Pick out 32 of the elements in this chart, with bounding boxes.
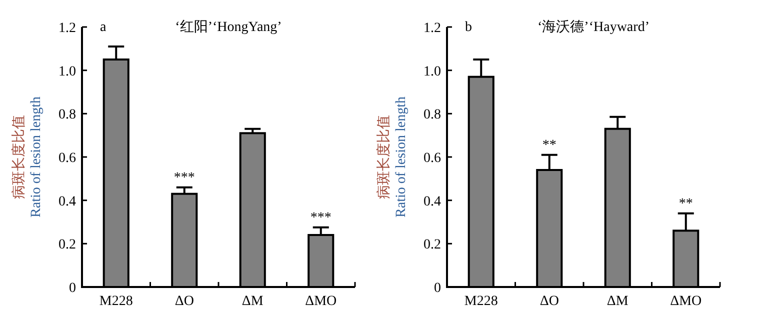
chart-title: ‘海沃德’‘Hayward’ xyxy=(538,19,650,35)
x-tick-label: ΔMO xyxy=(305,294,337,309)
annotation: ** xyxy=(542,138,556,153)
annotation: *** xyxy=(310,210,332,226)
y-axis-title: 病斑长度比值 Ratio of lesion length xyxy=(11,96,44,218)
x-tick-label: ΔM xyxy=(242,294,264,309)
y-tick-label: 0.8 xyxy=(424,108,441,123)
y-tick-label: 0.6 xyxy=(424,151,441,166)
x-tick-label: M228 xyxy=(464,294,498,309)
y-tick-label: 1.2 xyxy=(58,21,76,36)
y-tick-label: 1.0 xyxy=(424,64,441,80)
annotation: *** xyxy=(174,170,195,186)
y-tick-label: 0 xyxy=(69,281,76,296)
x-tick-label: ΔO xyxy=(540,294,559,309)
y-tick-label: 1.2 xyxy=(424,21,441,36)
y-tick-label: 0.4 xyxy=(424,194,441,210)
annotation: a xyxy=(100,20,107,35)
chart-title: ‘红阳’‘HongYang’ xyxy=(175,19,282,35)
x-tick-label: ΔM xyxy=(606,294,629,309)
y-tick-label: 0 xyxy=(434,281,441,296)
x-tick-label: ΔMO xyxy=(670,294,702,309)
annotation: b xyxy=(465,20,472,35)
y-tick-label: 0.2 xyxy=(424,238,441,253)
y-axis-title: 病斑长度比值 Ratio of lesion length xyxy=(376,96,409,218)
y-tick-label: 1.0 xyxy=(58,64,76,80)
y-tick-label: 0.6 xyxy=(58,151,76,166)
x-tick-label: ΔO xyxy=(174,294,194,309)
y-tick-label: 0.2 xyxy=(58,238,76,253)
annotation: ** xyxy=(678,196,693,212)
x-tick-label: M228 xyxy=(99,294,133,309)
y-tick-label: 0.8 xyxy=(58,108,76,123)
y-tick-label: 0.4 xyxy=(58,194,76,210)
